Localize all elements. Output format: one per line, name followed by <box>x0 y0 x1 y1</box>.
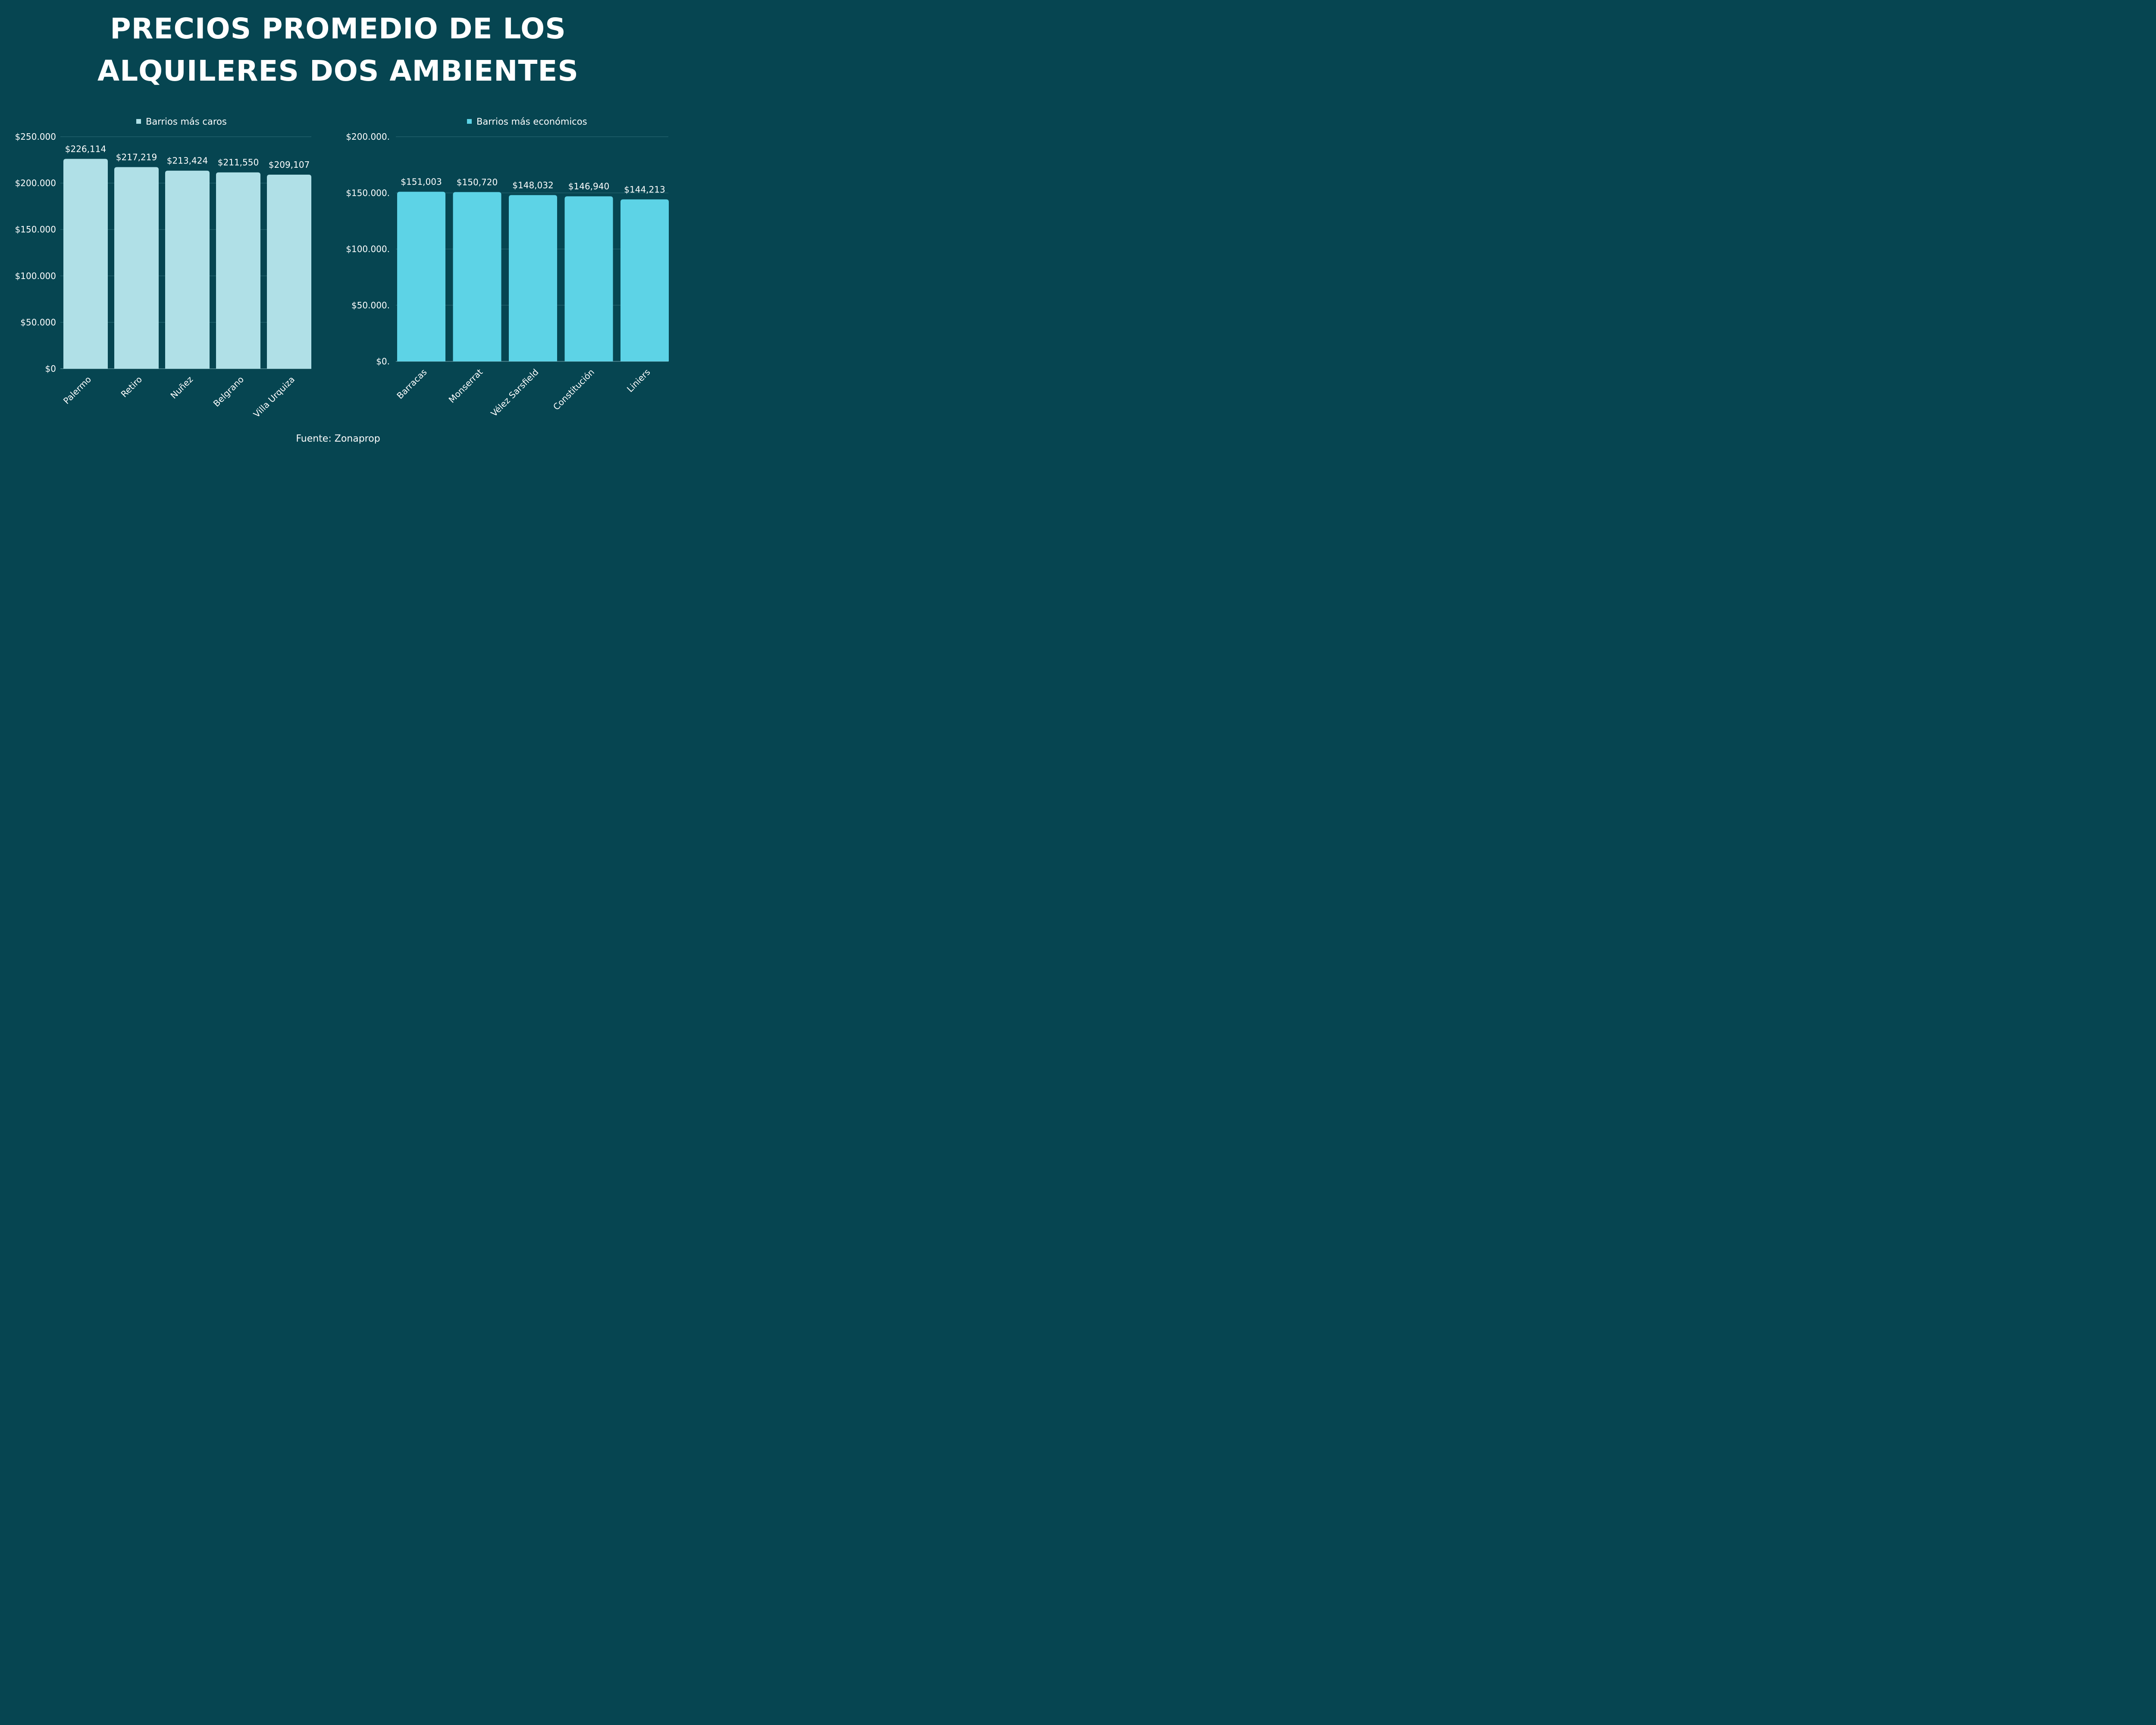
chart1-data-label: $209,107 <box>269 160 310 170</box>
cheap-neighborhoods-chart: $0. $50.000. $100.000. $150.000. $200.000. $1… <box>346 116 669 419</box>
chart2-bar-4 <box>564 196 613 361</box>
chart2-x-tick-label: Liniers <box>625 367 652 395</box>
expensive-neighborhoods-chart: $0 $50.000 $100.000 $150.000 $200.000 $250.00… <box>15 116 311 420</box>
chart1-y-tick-label: $0 <box>45 364 56 374</box>
chart2-bar-1 <box>397 191 445 361</box>
chart2-y-tick-label: $200.000. <box>346 132 390 142</box>
chart2-x-tick-label: Monserrat <box>447 367 485 405</box>
chart2-data-label: $146,940 <box>568 181 609 191</box>
chart1-bar-5 <box>267 175 311 369</box>
chart2-data-label: $151,003 <box>401 177 442 187</box>
chart1-bar-1 <box>63 159 108 369</box>
chart2-bar-5 <box>620 199 669 361</box>
chart2-x-tick-label: Constitución <box>551 367 596 412</box>
chart2-y-tick-label: $100.000. <box>346 244 390 254</box>
chart2-y-tick-label: $150.000. <box>346 188 390 198</box>
chart1-bar-3 <box>165 170 210 369</box>
chart1-data-label: $217,219 <box>116 152 157 163</box>
chart1-y-tick-label: $250.000 <box>15 132 56 142</box>
chart2-legend-label: Barrios más económicos <box>476 116 587 127</box>
chart1-y-tick-label: $200.000 <box>15 178 56 188</box>
source-note: Fuente: Zonaprop <box>296 433 380 444</box>
chart1-legend-label: Barrios más caros <box>146 116 227 127</box>
chart2-bar-3 <box>509 195 557 361</box>
chart2-data-label: $148,032 <box>512 180 553 190</box>
chart1-legend-swatch <box>136 119 141 124</box>
chart2-data-label: $144,213 <box>624 184 665 194</box>
chart1-data-label: $226,114 <box>65 144 106 154</box>
chart1-y-tick-label: $50.000 <box>20 317 56 327</box>
chart2-x-tick-label: Barracas <box>395 367 429 401</box>
chart2-legend-swatch <box>467 119 472 124</box>
chart1-bar-4 <box>216 172 260 369</box>
chart2-data-label: $150,720 <box>457 177 498 187</box>
chart1-y-tick-label: $100.000 <box>15 271 56 281</box>
chart2-x-tick-label: Vélez Sarsfield <box>489 367 540 419</box>
title-line-1: PRECIOS PROMEDIO DE LOS <box>110 12 566 45</box>
chart1-bar-2 <box>114 167 159 369</box>
chart2-bar-2 <box>453 192 501 361</box>
chart1-y-tick-label: $150.000 <box>15 224 56 235</box>
chart2-y-tick-label: $0. <box>376 356 390 367</box>
chart-title: PRECIOS PROMEDIO DE LOS ALQUILERES DOS A… <box>0 8 676 92</box>
title-line-2: ALQUILERES DOS AMBIENTES <box>97 54 579 88</box>
chart1-data-label: $213,424 <box>167 156 208 166</box>
chart2-y-tick-label: $50.000. <box>351 300 390 310</box>
chart1-data-label: $211,550 <box>218 157 259 168</box>
